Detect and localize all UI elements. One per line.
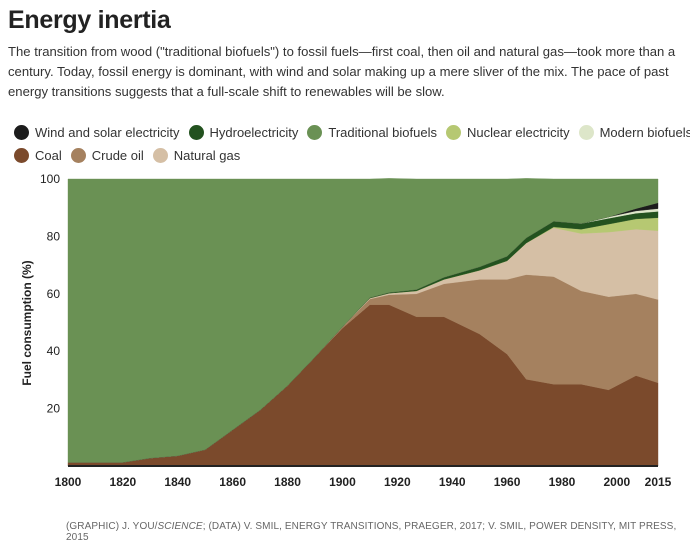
legend-item: Crude oil — [70, 148, 144, 163]
legend-item: Nuclear electricity — [446, 125, 570, 140]
chart-subtitle: The transition from wood ("traditional b… — [8, 44, 676, 99]
legend-label: Coal — [35, 148, 62, 163]
stacked-area-chart: 1800 1820 1840 1860 1880 1900 1920 1940 1960 1980… — [20, 172, 672, 489]
legend-swatch-icon — [578, 125, 594, 140]
x-tick-label: 1980 — [549, 475, 576, 489]
x-tick-label: 1840 — [164, 475, 191, 489]
x-tick-label: 1800 — [55, 475, 82, 489]
legend-item: Coal — [14, 148, 62, 163]
credit-part-3: ; (DATA) V. SMIL, ENERGY TRANSITIONS, PR… — [66, 521, 677, 543]
legend-swatch-icon — [152, 148, 168, 163]
legend-swatch-icon — [70, 148, 86, 163]
y-tick-label: 80 — [47, 229, 61, 243]
y-tick-label: 60 — [47, 287, 61, 301]
legend-swatch-icon — [14, 125, 29, 140]
chart-title: Energy inertia — [8, 6, 171, 34]
x-tick-label: 1920 — [384, 475, 411, 489]
x-tick-label: 2000 — [603, 475, 630, 489]
x-tick-label: 2015 — [645, 475, 672, 489]
legend-swatch-icon — [188, 125, 204, 140]
legend-label: Nuclear electricity — [467, 125, 570, 140]
x-tick-label: 1820 — [110, 475, 137, 489]
legend-swatch-icon — [446, 125, 461, 140]
axes: 1800 1820 1840 1860 1880 1900 1920 1940 1960 1980… — [40, 172, 672, 489]
legend-swatch-icon — [307, 125, 323, 140]
x-tick-label: 1900 — [329, 475, 356, 489]
y-tick-label: 20 — [47, 402, 61, 416]
legend-item: Traditional biofuels — [307, 125, 437, 140]
legend-label: Crude oil — [91, 148, 144, 163]
legend-item: Hydroelectricity — [188, 125, 299, 140]
legend-item: Modern biofuels — [578, 125, 690, 140]
area-layers — [67, 178, 659, 467]
x-tick-label: 1960 — [494, 475, 521, 489]
x-tick-label: 1940 — [439, 475, 466, 489]
credit-line: (GRAPHIC) J. YOU/SCIENCE; (DATA) V. SMIL… — [66, 521, 690, 543]
legend-row: Coal Crude oil Natural gas — [14, 144, 686, 167]
legend-label: Hydroelectricity — [209, 125, 299, 140]
credit-part-1: (GRAPHIC) J. YOU/ — [66, 521, 158, 532]
x-tick-label: 1880 — [274, 475, 301, 489]
x-tick-label: 1860 — [219, 475, 246, 489]
legend-item: Natural gas — [152, 148, 241, 163]
legend-label: Modern biofuels — [599, 125, 690, 140]
legend-item: Wind and solar electricity — [14, 125, 180, 140]
y-tick-label: 40 — [47, 344, 61, 358]
legend-label: Traditional biofuels — [328, 125, 437, 140]
legend-swatch-icon — [14, 148, 29, 163]
legend-label: Wind and solar electricity — [35, 125, 180, 140]
legend-row: Wind and solar electricity Hydroelectrici… — [14, 121, 690, 144]
legend-label: Natural gas — [173, 148, 241, 163]
legend: Wind and solar electricity Hydroelectrici… — [14, 121, 690, 167]
y-tick-label: 100 — [40, 172, 60, 186]
credit-part-2: SCIENCE — [157, 521, 203, 532]
area-traditional-biofuels — [67, 178, 659, 463]
y-axis-label: Fuel consumption (%) — [20, 260, 34, 385]
